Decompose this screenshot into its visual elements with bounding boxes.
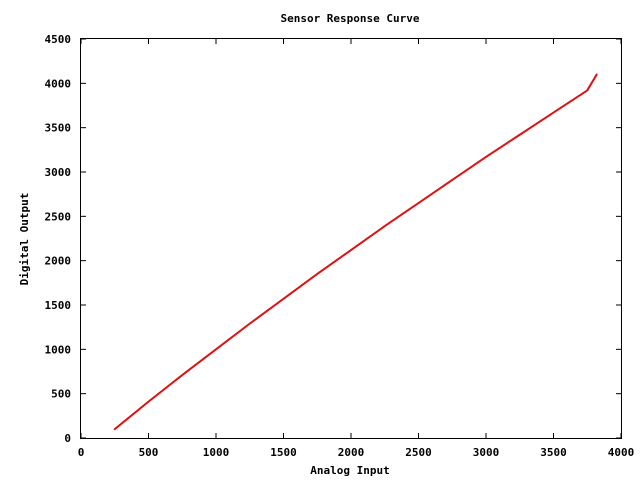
data-point [282, 298, 285, 300]
y-tick-label: 3000 [45, 166, 72, 179]
series-group [113, 73, 598, 431]
x-tick-label: 4000 [608, 446, 635, 459]
series-line [113, 73, 598, 431]
data-point [215, 348, 217, 350]
y-tick-label: 4000 [45, 77, 72, 90]
data-point [417, 202, 420, 204]
data-point [147, 401, 150, 403]
data-point [485, 156, 487, 158]
y-tick-label: 4500 [45, 33, 72, 46]
data-point [586, 89, 588, 92]
y-tick-label: 0 [64, 432, 71, 445]
x-tick-label: 2000 [338, 446, 365, 459]
data-point [451, 179, 453, 181]
y-tick-label: 2000 [45, 255, 72, 268]
series-layer [113, 73, 598, 431]
y-axis-ticks: 0 500 1000 1500 2000 2500 3000 3500 4000 4500 [45, 33, 621, 445]
data-point [316, 273, 318, 275]
data-point [181, 374, 183, 376]
y-axis-label: Digital Output [18, 193, 31, 286]
x-tick-label: 500 [139, 446, 159, 459]
chart-title: Sensor Response Curve [280, 12, 419, 25]
plot-area-frame [80, 38, 622, 439]
x-axis-ticks: 0 500 1000 1500 2000 2500 3000 3500 4000 [78, 39, 635, 459]
data-point [552, 111, 555, 114]
x-tick-label: 3500 [540, 446, 567, 459]
data-point [596, 73, 598, 76]
data-point [249, 323, 251, 325]
x-tick-label: 3000 [473, 446, 500, 459]
y-tick-label: 1000 [45, 343, 72, 356]
x-tick-label: 1000 [203, 446, 230, 459]
data-point [350, 249, 352, 251]
y-tick-label: 1500 [45, 299, 72, 312]
data-point [384, 225, 386, 227]
data-point [519, 134, 521, 136]
x-tick-label: 0 [78, 446, 85, 459]
x-axis-label: Analog Input [310, 464, 389, 477]
y-tick-label: 3500 [45, 122, 72, 135]
y-tick-label: 2500 [45, 210, 72, 223]
data-point [114, 428, 116, 430]
x-tick-label: 1500 [270, 446, 297, 459]
x-tick-label: 2500 [405, 446, 432, 459]
y-tick-label: 500 [51, 388, 71, 401]
